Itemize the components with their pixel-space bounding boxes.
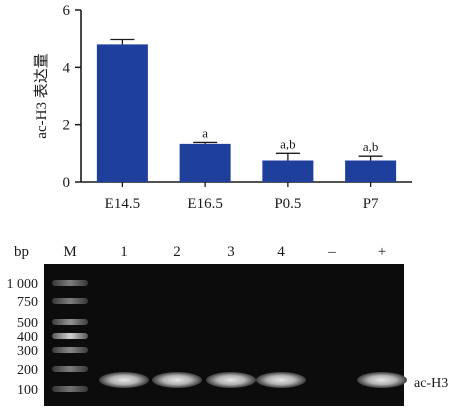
ladder-band xyxy=(52,333,88,339)
band-label: ac-H3 xyxy=(414,376,448,391)
ladder-label: 100 xyxy=(17,383,38,398)
pcr-band xyxy=(256,372,306,388)
gel-bands xyxy=(99,372,407,388)
ladder-label: 500 xyxy=(17,316,38,331)
ladder-label: 400 xyxy=(17,330,38,345)
bar xyxy=(345,160,397,182)
lane-header: 3 xyxy=(227,244,235,260)
bar xyxy=(179,143,231,182)
bars: a a,b a,b xyxy=(96,38,397,183)
y-axis-label: ac-H3 表达量 xyxy=(33,53,50,138)
pcr-band xyxy=(99,372,149,388)
bp-label: bp xyxy=(14,244,29,260)
category-label: E16.5 xyxy=(187,196,222,212)
lane-header: 1 xyxy=(120,244,128,260)
pcr-band xyxy=(206,372,256,388)
ladder-band xyxy=(52,298,88,304)
ladder-label: 300 xyxy=(17,344,38,359)
ladder-band xyxy=(52,280,88,286)
lane-header: 2 xyxy=(173,244,181,260)
category-label: P0.5 xyxy=(274,196,301,212)
category-label: P7 xyxy=(363,196,379,212)
ladder-band xyxy=(52,319,88,325)
category-label: E14.5 xyxy=(105,196,140,212)
lane-header: + xyxy=(378,244,386,260)
bar xyxy=(96,44,148,183)
y-tick-label: 6 xyxy=(63,3,71,19)
gel-lane-headers: M 1 2 3 4 – + xyxy=(63,244,386,260)
y-tick-label: 4 xyxy=(63,60,71,76)
ladder-label: 200 xyxy=(17,363,38,378)
y-tick-label: 2 xyxy=(63,118,71,134)
pcr-band xyxy=(152,372,202,388)
lane-header: – xyxy=(327,244,336,260)
ladder-lane xyxy=(52,280,88,392)
y-ticks: 0 2 4 6 xyxy=(63,3,81,191)
bar-chart: ac-H3 表达量 0 2 4 6 a a,b a,b E14.5 E16.5 P0.5 P7 xyxy=(33,3,412,212)
ladder-label: 750 xyxy=(17,295,38,310)
lane-header: M xyxy=(63,244,76,260)
pcr-band xyxy=(357,372,407,388)
ladder-band xyxy=(52,347,88,353)
bar xyxy=(262,160,314,182)
lane-header: 4 xyxy=(277,244,285,260)
significance-label: a xyxy=(202,125,208,140)
ladder-band xyxy=(52,366,88,372)
category-labels: E14.5 E16.5 P0.5 P7 xyxy=(105,182,379,212)
significance-label: a,b xyxy=(280,136,296,151)
y-tick-label: 0 xyxy=(63,175,71,191)
significance-label: a,b xyxy=(363,139,379,154)
ladder-band xyxy=(52,386,88,392)
ladder-label: 1 000 xyxy=(7,277,39,292)
